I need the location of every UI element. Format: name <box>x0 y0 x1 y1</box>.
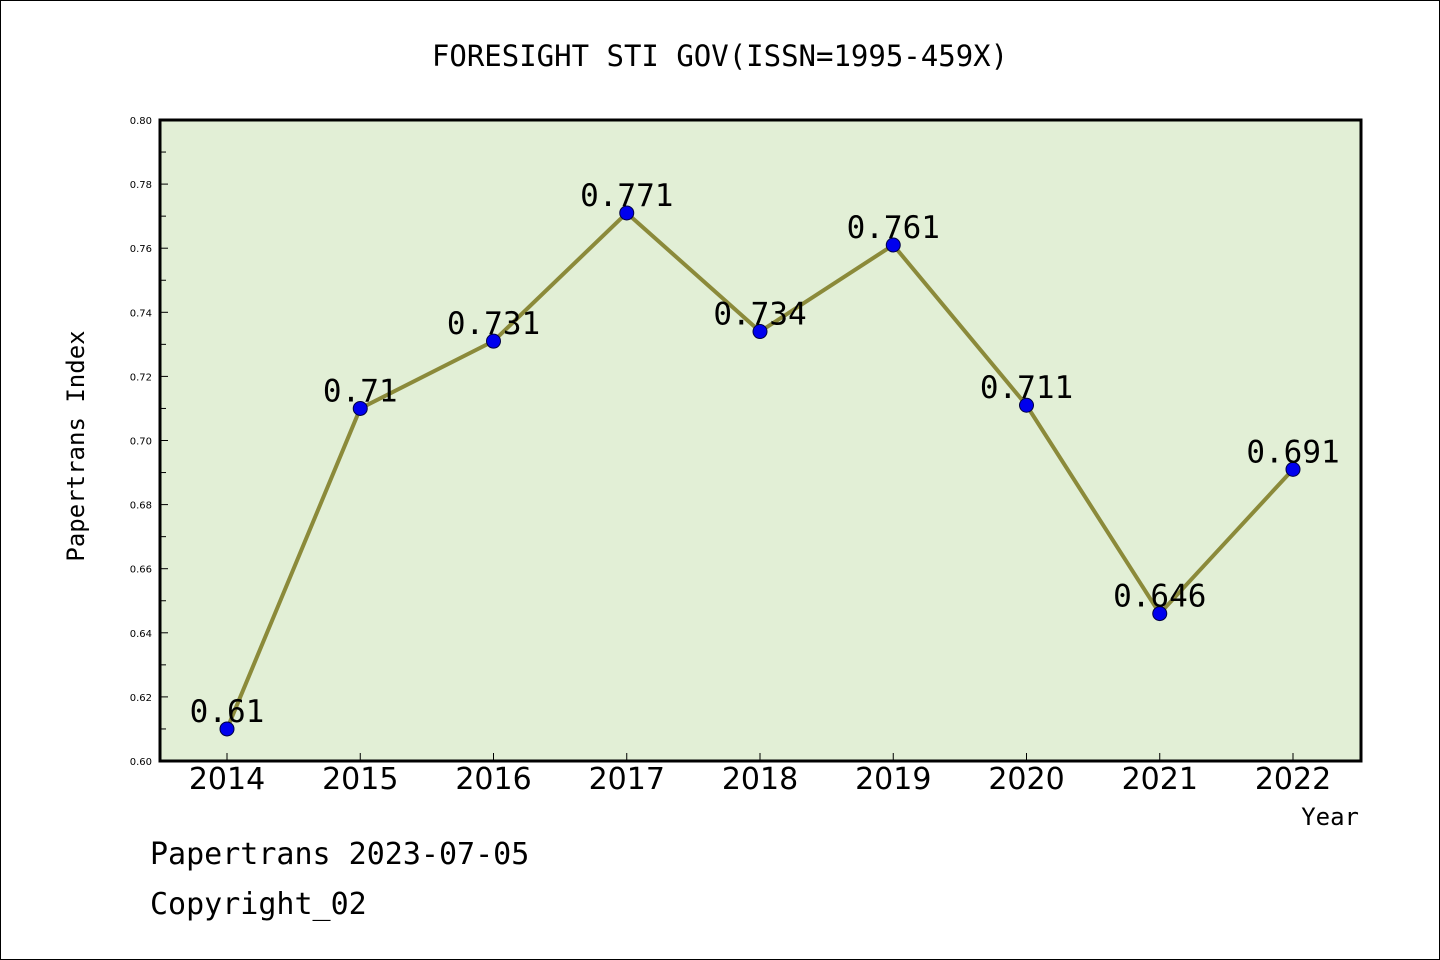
plot-border <box>158 118 1363 763</box>
data-labels: 0.61 0.71 0.731 0.771 0.734 0.761 0.711 0.646 0.… <box>190 178 1340 730</box>
x-tick-label: 2015 <box>322 762 398 797</box>
x-tick-label: 2017 <box>589 762 665 797</box>
x-axis-label: Year <box>1301 803 1359 831</box>
x-axis-ticks: 2014 2015 2016 2017 2018 2019 2020 2021 2022 <box>189 753 1331 797</box>
data-point-2015 <box>352 400 368 416</box>
x-tick-label: 2014 <box>189 762 265 797</box>
data-point-2014 <box>219 721 235 737</box>
x-tick-label: 2021 <box>1122 762 1198 797</box>
y-axis-label: Papertrans Index <box>62 330 90 561</box>
data-markers <box>219 205 1301 737</box>
y-tick-label: 0.60 <box>130 757 152 768</box>
x-tick-label: 2020 <box>988 762 1064 797</box>
x-tick-label: 2016 <box>455 762 531 797</box>
data-point-2022 <box>1285 461 1301 477</box>
footer-copyright: Copyright_02 <box>150 887 367 922</box>
data-label-2021: 0.646 <box>1113 579 1206 615</box>
y-tick-label: 0.64 <box>130 629 152 640</box>
y-tick-label: 0.76 <box>130 244 152 255</box>
data-label-2018: 0.734 <box>713 297 806 333</box>
data-point-2017 <box>619 205 635 221</box>
x-tick-label: 2018 <box>722 762 798 797</box>
y-tick-label: 0.68 <box>130 501 152 512</box>
y-tick-label: 0.74 <box>130 308 152 319</box>
data-point-2019 <box>885 237 901 253</box>
y-tick-label: 0.66 <box>130 565 152 576</box>
data-label-2019: 0.761 <box>847 210 940 246</box>
data-point-2016 <box>486 333 501 349</box>
y-tick-label: 0.72 <box>130 372 152 383</box>
data-label-2016: 0.731 <box>447 306 540 342</box>
footer-date: Papertrans 2023-07-05 <box>150 837 529 872</box>
y-tick-label: 0.70 <box>130 437 152 448</box>
data-point-2018 <box>752 324 768 340</box>
data-label-2017: 0.771 <box>580 178 673 214</box>
data-point-2020 <box>1019 397 1034 413</box>
x-tick-label: 2022 <box>1255 762 1331 797</box>
plot-area <box>160 120 1361 761</box>
y-tick-label: 0.78 <box>130 180 152 191</box>
y-tick-label: 0.62 <box>130 693 152 704</box>
x-tick-label: 2019 <box>855 762 931 797</box>
data-label-2020: 0.711 <box>980 370 1073 406</box>
data-label-2022: 0.691 <box>1246 434 1339 470</box>
data-label-2014: 0.61 <box>190 694 265 730</box>
data-label-2015: 0.71 <box>323 373 398 409</box>
data-point-2021 <box>1152 606 1168 622</box>
chart-title: FORESIGHT STI GOV(ISSN=1995-459X) <box>432 39 1008 73</box>
y-tick-label: 0.80 <box>130 116 152 127</box>
